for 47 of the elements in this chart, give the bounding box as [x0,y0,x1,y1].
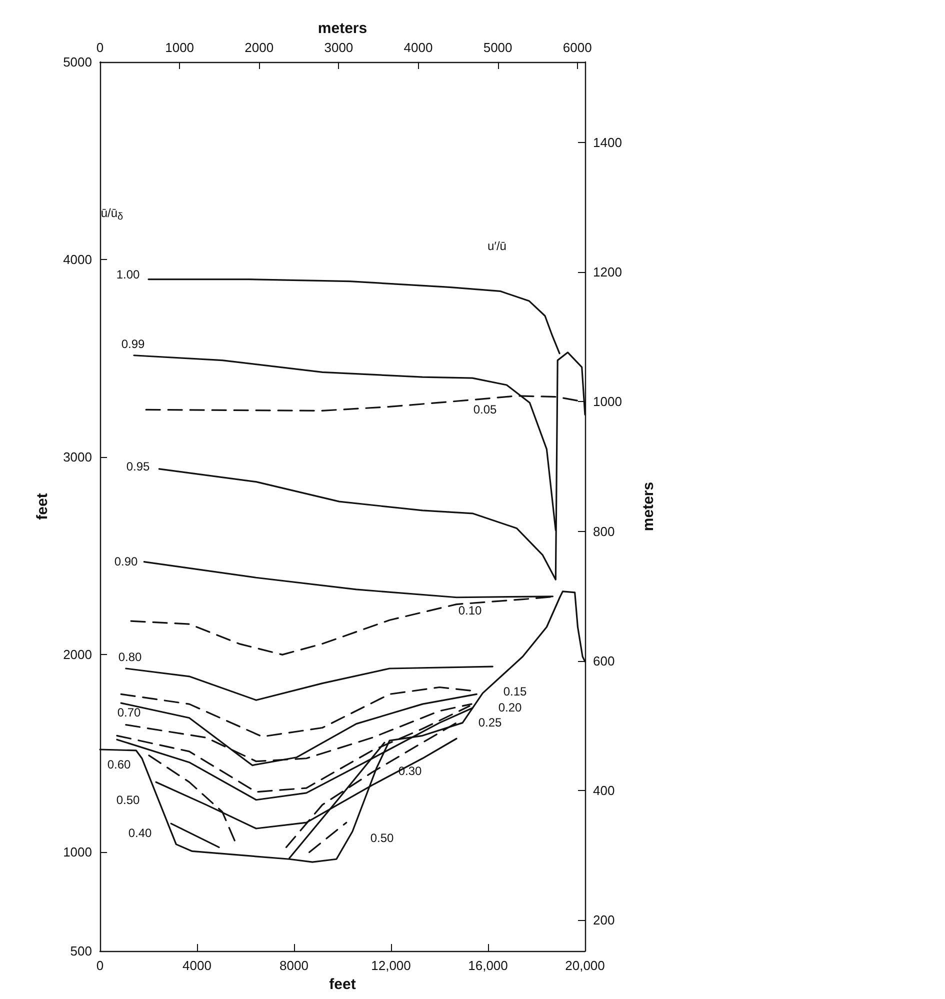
y2-axis-title: meters [640,482,657,532]
y-tick-label: 5000 [63,54,92,70]
annotation: 0.05 [473,402,497,417]
annotation: 0.50 [370,830,394,845]
x-tick-label: 0 [96,958,104,973]
annotation: 0.90 [114,554,138,569]
annotation: 0.15 [503,684,527,699]
annotation: 0.40 [128,826,152,840]
y2-tick-label: 1200 [593,264,622,280]
y2-tick-label: 1400 [593,134,622,150]
y-tick-label: 4000 [63,252,92,268]
annotation: 0.95 [126,459,150,474]
x-tick-label: 8000 [280,958,308,973]
x2-tick-label: 5000 [483,40,512,55]
annotation: 0.30 [398,764,422,778]
x2-tick-label: 4000 [404,40,433,55]
annotation: 0.70 [117,706,141,720]
annotation: 0.50 [116,793,140,808]
x2-tick-label: 6000 [562,40,592,55]
x-tick-label: 16,000 [468,958,508,973]
y2-tick-label: 600 [593,653,615,668]
y-tick-label: 2000 [63,647,92,662]
annotation: u′/ū [488,238,506,253]
y-tick-label: 3000 [63,450,92,465]
annotation: 0.80 [118,650,142,664]
annotation: 0.20 [498,700,522,715]
annotation: 0.10 [458,603,482,618]
y2-tick-label: 1000 [593,394,622,410]
x2-tick-label: 1000 [165,40,194,55]
annotation: 0.99 [121,337,145,352]
x-tick-label: 20,000 [565,958,605,973]
x2-tick-label: 2000 [244,40,274,55]
annotation: 0.25 [478,716,502,730]
y2-tick-label: 800 [593,524,615,539]
x2-tick-label: 0 [96,40,104,55]
x-tick-label: 12,000 [371,958,411,973]
y2-tick-label: 200 [593,912,615,928]
y-tick-label: 500 [70,944,92,958]
annotation: 1.00 [116,268,140,282]
x2-tick-label: 3000 [324,40,354,55]
x-axis-title: feet [329,976,356,993]
x2-axis-title: meters [318,20,368,37]
y-axis-title: feet [34,493,51,520]
y2-tick-label: 400 [593,783,615,798]
y-tick-label: 1000 [63,844,92,860]
annotation: 0.60 [107,757,131,772]
x-tick-label: 4000 [182,958,212,973]
